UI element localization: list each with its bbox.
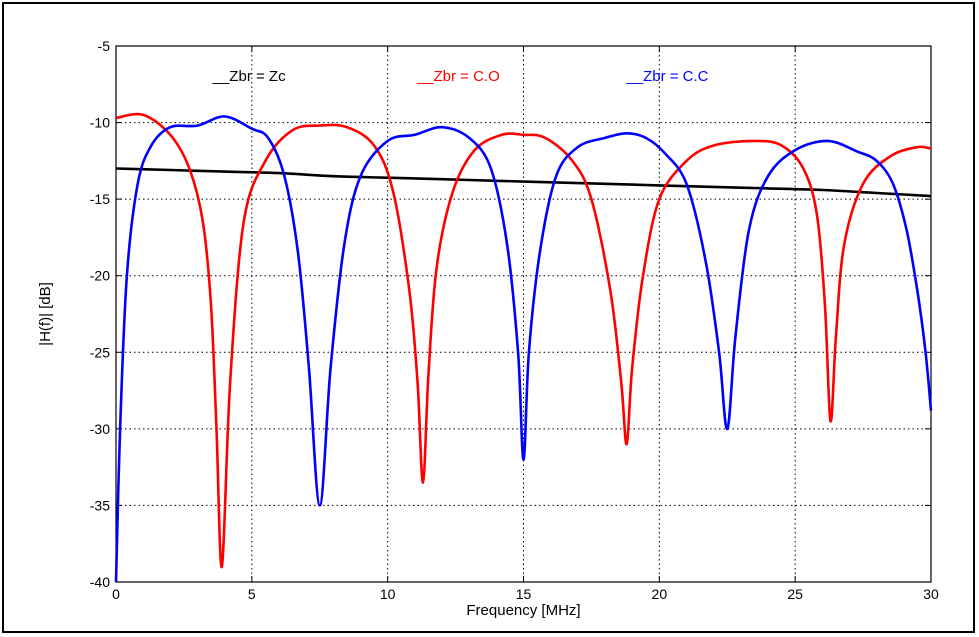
legend-entry-cc: __Zbr = C.C	[625, 68, 708, 85]
legend-entry-co: __Zbr = C.O	[416, 68, 500, 85]
x-tick-label: 20	[652, 586, 668, 602]
x-tick-label: 0	[112, 586, 120, 602]
series-lines	[114, 112, 933, 583]
series-line-cc	[114, 115, 933, 583]
y-tick-label: -5	[98, 38, 111, 54]
y-tick-label: -15	[90, 191, 110, 207]
y-tick-label: -25	[90, 344, 110, 360]
x-tick-label: 10	[380, 586, 396, 602]
x-tick-label: 5	[248, 586, 256, 602]
y-tick-label: -10	[90, 115, 110, 131]
y-tick-label: -40	[90, 574, 110, 590]
legend-entry-zc: __Zbr = Zc	[212, 68, 286, 85]
legend: __Zbr = Zc __Zbr = C.O __Zbr = C.C	[212, 68, 709, 85]
y-tick-label: -35	[90, 497, 110, 513]
x-tick-label: 15	[516, 586, 532, 602]
y-tick-label: -20	[90, 268, 110, 284]
x-tick-label: 25	[787, 586, 803, 602]
axis-ticks: 0 5 10 15 20 25 30 -40 -35 -30 -25 -20 -15 -10 -5	[90, 38, 939, 602]
y-axis-label: |H(f)| [dB]	[37, 282, 54, 346]
x-axis-label: Frequency [MHz]	[466, 602, 580, 619]
x-tick-label: 30	[923, 586, 939, 602]
grid	[116, 46, 931, 582]
series-line-zc	[115, 167, 932, 198]
series-line-co	[115, 112, 932, 569]
y-tick-label: -30	[90, 421, 110, 437]
